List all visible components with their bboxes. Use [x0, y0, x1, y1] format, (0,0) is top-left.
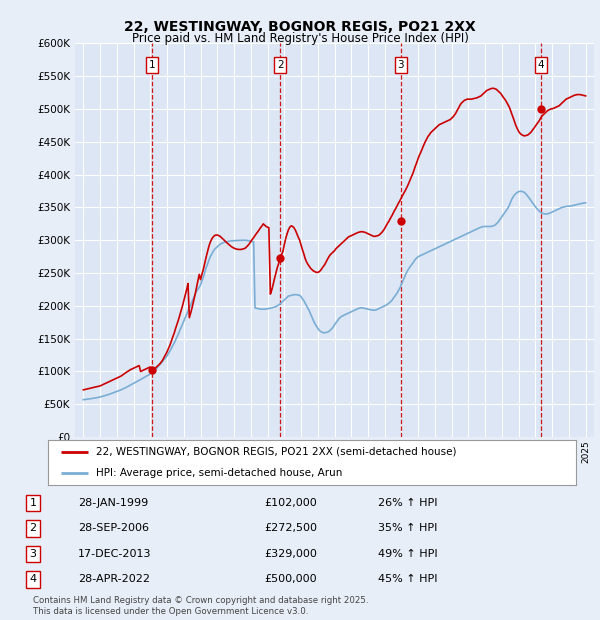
Text: 3: 3	[29, 549, 37, 559]
Text: 2: 2	[277, 60, 283, 70]
Text: 1: 1	[29, 498, 37, 508]
Text: 2: 2	[29, 523, 37, 533]
Text: 4: 4	[29, 575, 37, 585]
Text: 28-JAN-1999: 28-JAN-1999	[78, 498, 148, 508]
Text: 3: 3	[397, 60, 404, 70]
Text: 35% ↑ HPI: 35% ↑ HPI	[378, 523, 437, 533]
Text: HPI: Average price, semi-detached house, Arun: HPI: Average price, semi-detached house,…	[95, 467, 342, 477]
Text: £102,000: £102,000	[264, 498, 317, 508]
Text: Contains HM Land Registry data © Crown copyright and database right 2025.
This d: Contains HM Land Registry data © Crown c…	[33, 596, 368, 616]
Text: 1: 1	[148, 60, 155, 70]
Text: 28-SEP-2006: 28-SEP-2006	[78, 523, 149, 533]
Text: £272,500: £272,500	[264, 523, 317, 533]
Text: Price paid vs. HM Land Registry's House Price Index (HPI): Price paid vs. HM Land Registry's House …	[131, 32, 469, 45]
Text: 17-DEC-2013: 17-DEC-2013	[78, 549, 151, 559]
Text: 4: 4	[538, 60, 544, 70]
Text: 26% ↑ HPI: 26% ↑ HPI	[378, 498, 437, 508]
Text: 28-APR-2022: 28-APR-2022	[78, 575, 150, 585]
Text: £329,000: £329,000	[264, 549, 317, 559]
Text: £500,000: £500,000	[264, 575, 317, 585]
Text: 22, WESTINGWAY, BOGNOR REGIS, PO21 2XX: 22, WESTINGWAY, BOGNOR REGIS, PO21 2XX	[124, 20, 476, 34]
Text: 45% ↑ HPI: 45% ↑ HPI	[378, 575, 437, 585]
Text: 49% ↑ HPI: 49% ↑ HPI	[378, 549, 437, 559]
Text: 22, WESTINGWAY, BOGNOR REGIS, PO21 2XX (semi-detached house): 22, WESTINGWAY, BOGNOR REGIS, PO21 2XX (…	[95, 447, 456, 457]
